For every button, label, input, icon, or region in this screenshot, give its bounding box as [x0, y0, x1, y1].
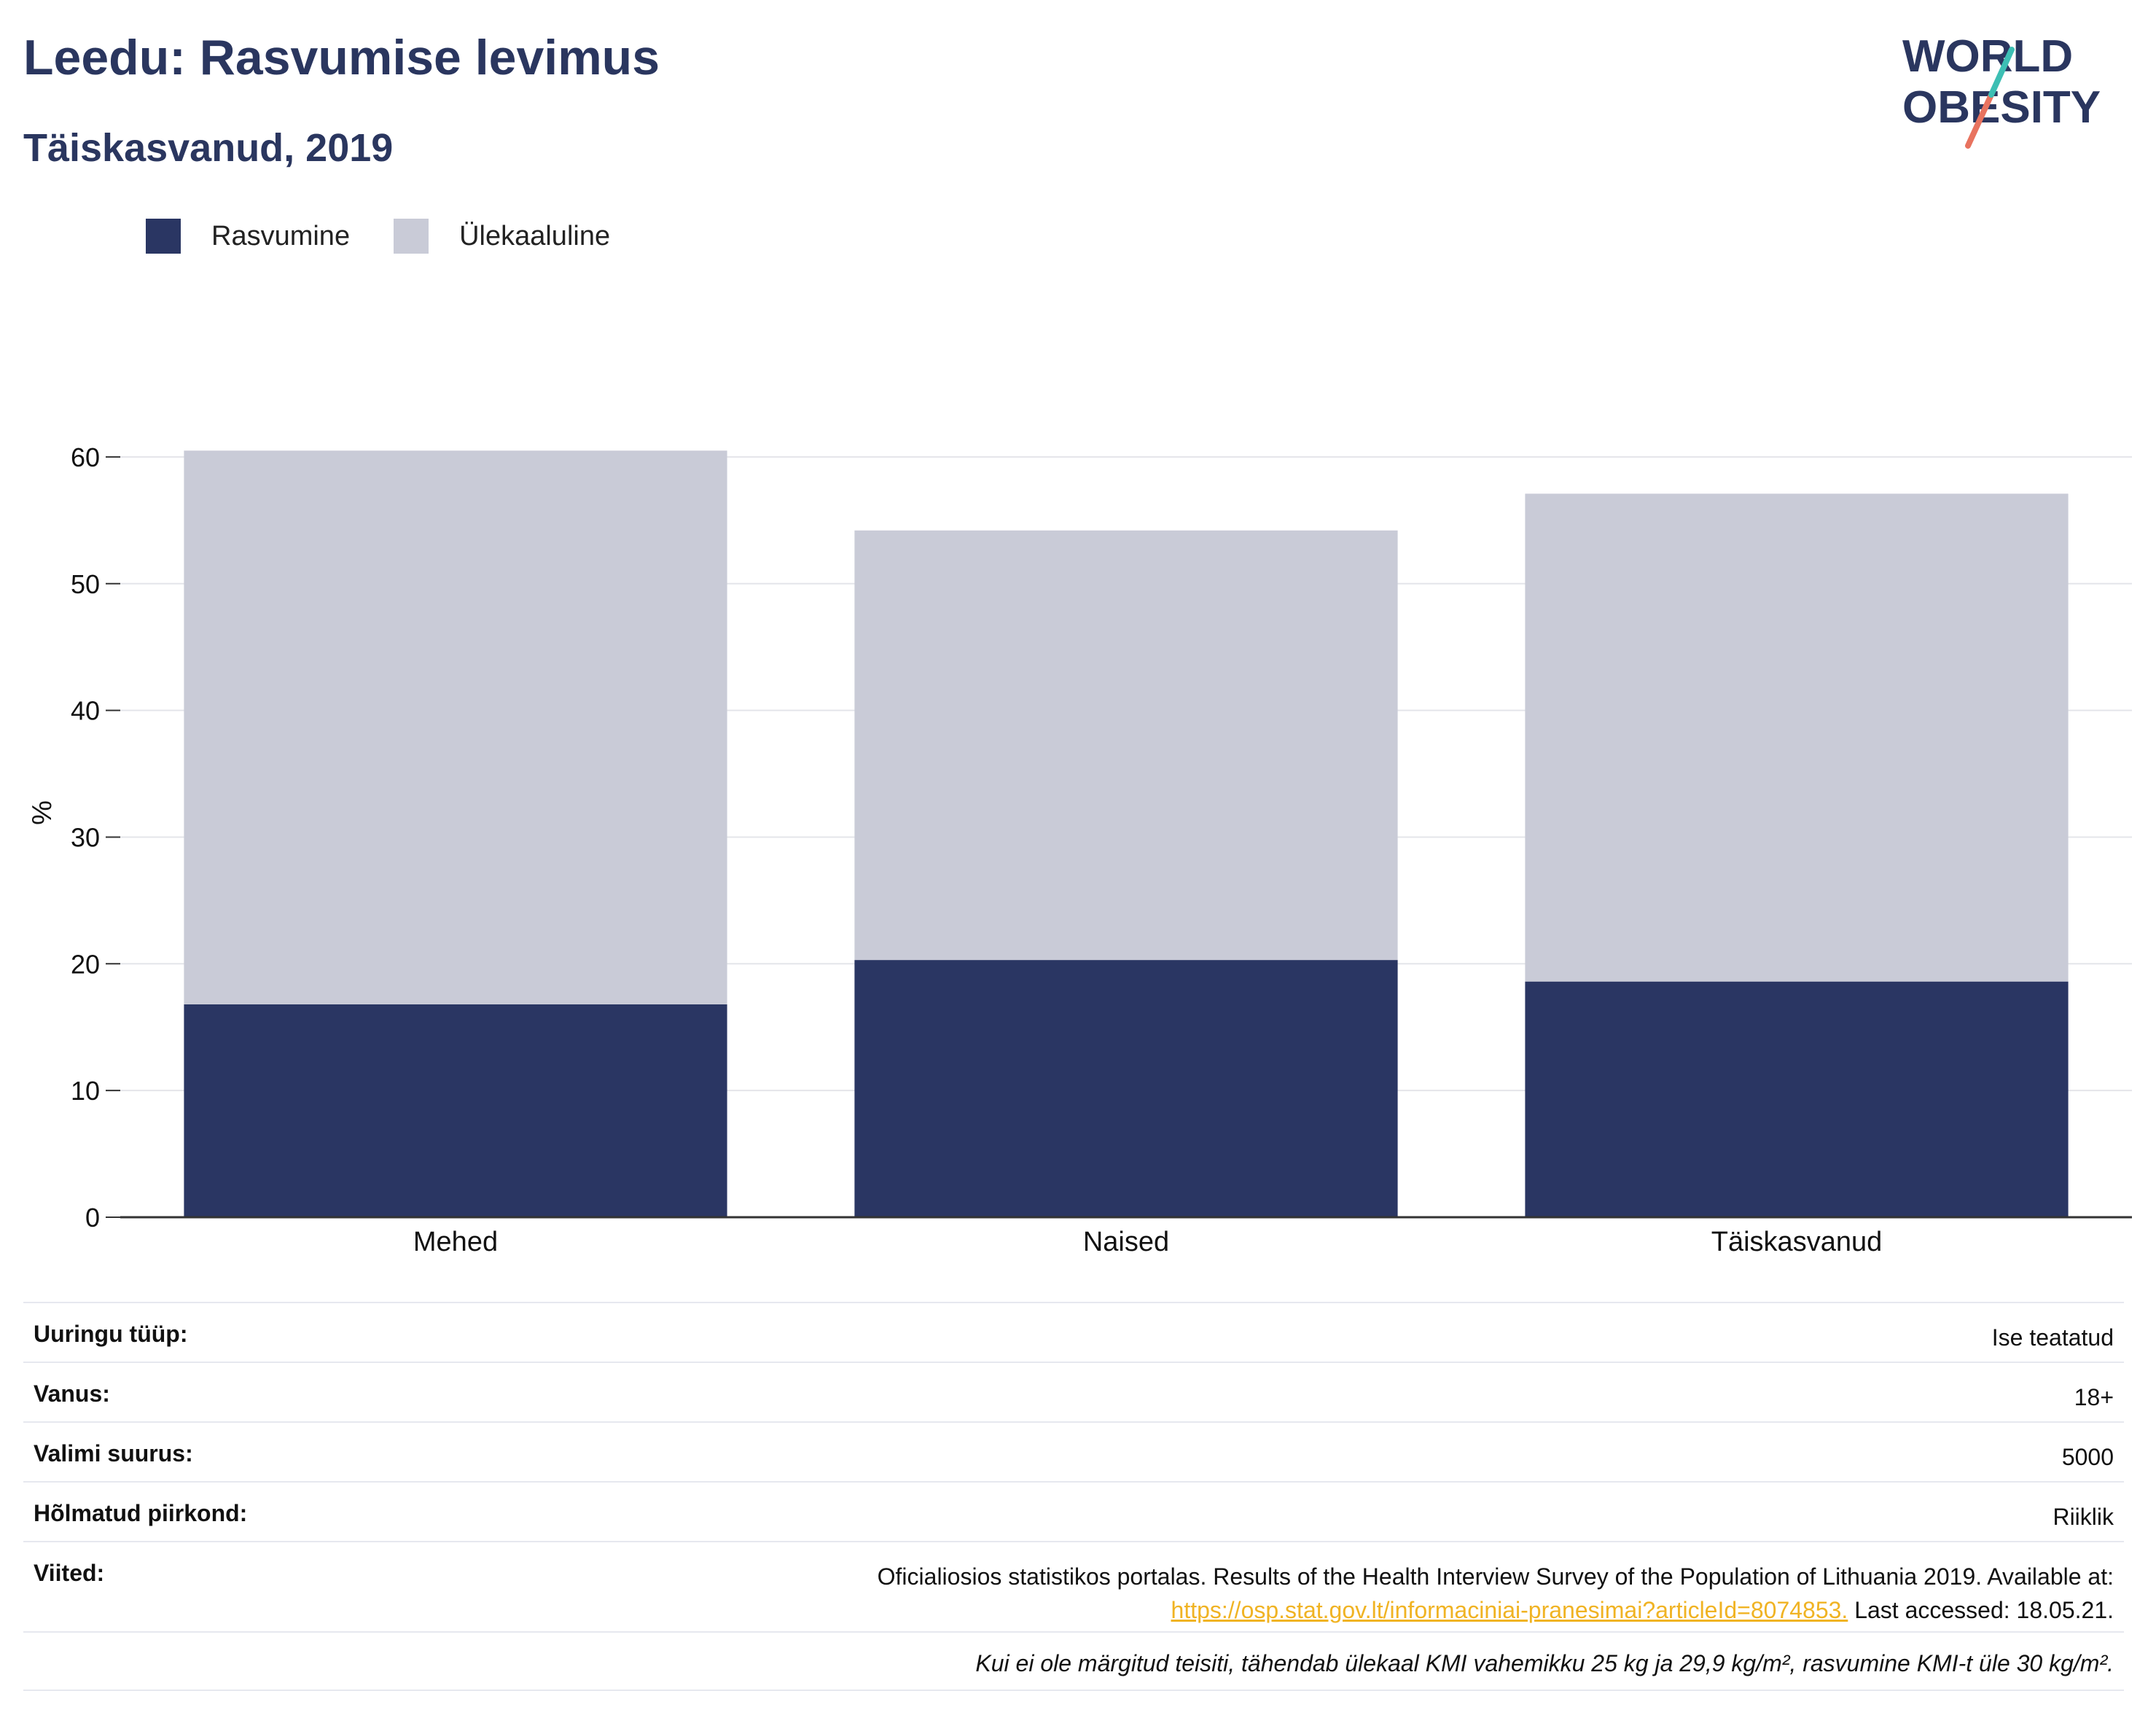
- age-value: 18+: [2074, 1384, 2114, 1410]
- references-value: Oficialiosios statistikos portalas. Resu…: [878, 1560, 2114, 1627]
- y-tick-label: 60: [71, 442, 100, 472]
- y-tick-label: 40: [71, 696, 100, 726]
- references-accessed: Last accessed: 18.05.21.: [1848, 1597, 2114, 1623]
- survey-type-label: Uuringu tüüp:: [34, 1321, 188, 1347]
- page-subtitle: Täiskasvanud, 2019: [23, 126, 394, 170]
- legend-item-overweight: Ülekaaluline: [394, 219, 610, 254]
- age-label: Vanus:: [34, 1380, 110, 1407]
- bar-rasvumine: [184, 1004, 727, 1217]
- definition-note: Kui ei ole märgitud teisiti, tähendab ül…: [975, 1650, 2114, 1676]
- bar-ülekaaluline: [854, 530, 1398, 961]
- stacked-bar-chart: 0 10 20 30 40 50 60% Mehed Naised Täiskasvanud: [27, 442, 2132, 1257]
- references-text: Oficialiosios statistikos portalas. Resu…: [877, 1563, 2114, 1590]
- y-tick-label: 20: [71, 949, 100, 979]
- info-row-sample-size: Valimi suurus: 5000: [23, 1421, 2124, 1481]
- sample-size-label: Valimi suurus:: [34, 1440, 193, 1467]
- y-tick-label: 50: [71, 569, 100, 599]
- info-row-area: Hõlmatud piirkond: Riiklik: [23, 1481, 2124, 1541]
- y-tick-label: 0: [85, 1203, 100, 1233]
- legend-swatch-obesity: [146, 219, 181, 254]
- references-label: Viited:: [34, 1560, 105, 1586]
- legend-item-obesity: Rasvumine: [146, 219, 350, 254]
- legend-swatch-overweight: [394, 219, 429, 254]
- bar-rasvumine: [1525, 981, 2069, 1217]
- y-tick-label: 10: [71, 1076, 100, 1106]
- page-title: Leedu: Rasvumise levimus: [23, 30, 660, 85]
- y-axis-label: %: [27, 800, 58, 825]
- sample-size-value: 5000: [2061, 1444, 2114, 1470]
- x-tick-label: Täiskasvanud: [1711, 1227, 1882, 1257]
- info-row-references: Viited: Oficialiosios statistikos portal…: [23, 1541, 2124, 1631]
- x-tick-label: Naised: [1083, 1227, 1169, 1257]
- area-label: Hõlmatud piirkond:: [34, 1500, 248, 1526]
- info-row-note: Kui ei ole märgitud teisiti, tähendab ül…: [23, 1631, 2124, 1691]
- logo-stroke-coral: [1965, 92, 1994, 149]
- y-tick-label: 30: [71, 822, 100, 852]
- chart-legend: Rasvumine Ülekaaluline: [146, 216, 654, 257]
- info-row-age: Vanus: 18+: [23, 1362, 2124, 1421]
- survey-info-table: Uuringu tüüp: Ise teatatud Vanus: 18+ Va…: [23, 1302, 2124, 1691]
- legend-label-obesity: Rasvumine: [211, 220, 351, 251]
- logo-line1: WORLD: [1902, 31, 2073, 82]
- bar-ülekaaluline: [184, 450, 727, 1004]
- survey-type-value: Ise teatatud: [1991, 1324, 2114, 1351]
- world-obesity-logo: WORLD OBESITY: [1895, 22, 2143, 153]
- bar-ülekaaluline: [1525, 493, 2069, 982]
- x-tick-label: Mehed: [413, 1227, 498, 1257]
- logo-stroke-teal: [1988, 47, 2015, 98]
- info-row-survey-type: Uuringu tüüp: Ise teatatud: [23, 1302, 2124, 1362]
- references-link[interactable]: https://osp.stat.gov.lt/informaciniai-pr…: [1171, 1597, 1848, 1623]
- area-value: Riiklik: [2053, 1504, 2114, 1530]
- legend-label-overweight: Ülekaaluline: [459, 220, 611, 251]
- logo-line2: OBESITY: [1902, 82, 2101, 133]
- bar-rasvumine: [854, 960, 1398, 1217]
